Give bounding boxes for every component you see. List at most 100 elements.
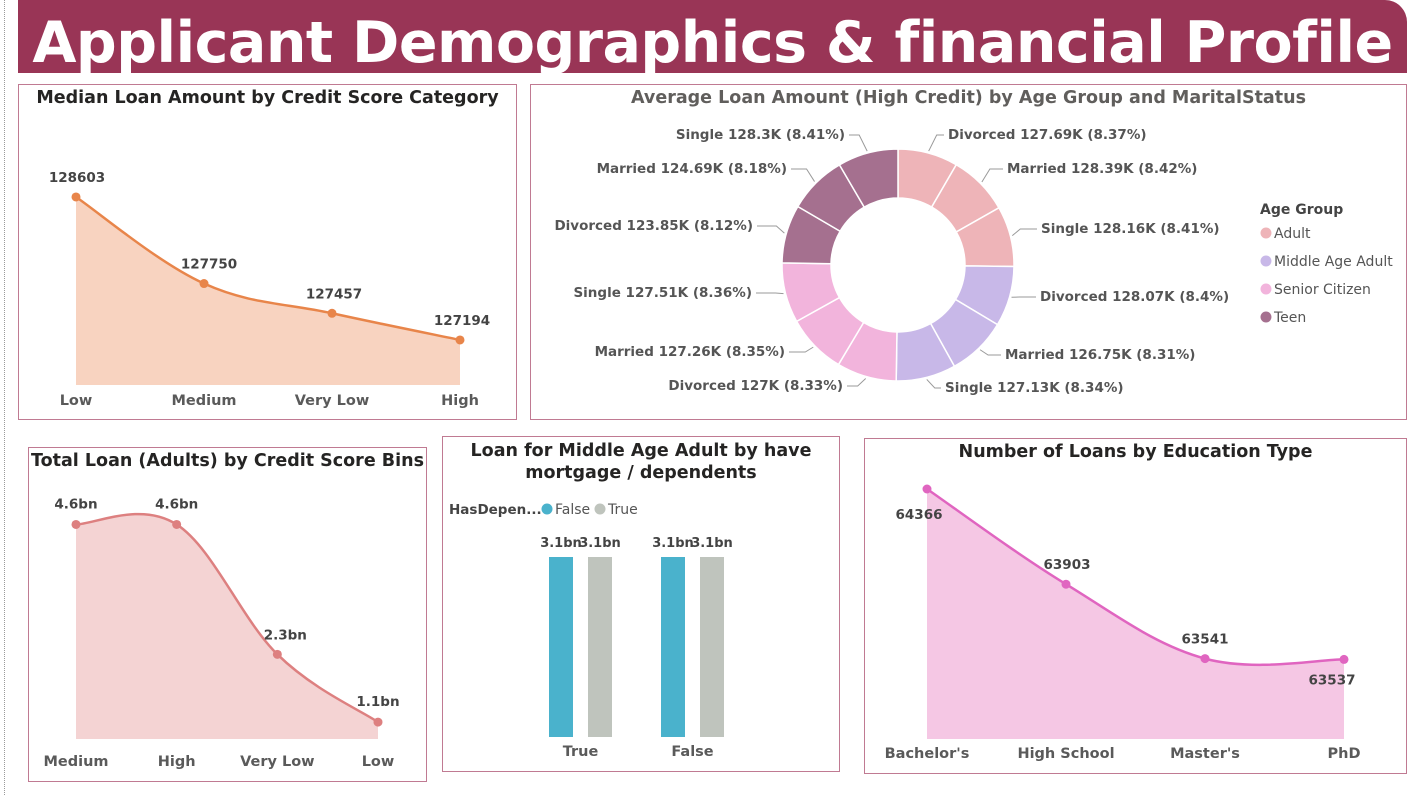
- chart-title: Loan for Middle Age Adult by have mortga…: [470, 441, 812, 483]
- x-tick-label: Low: [362, 754, 395, 770]
- left-dotted-rule: [4, 0, 5, 795]
- data-point: [1200, 654, 1210, 664]
- data-label: 4.6bn: [155, 496, 198, 512]
- leader-line: [847, 378, 867, 387]
- bar: [549, 557, 573, 737]
- slice-label: Single 127.51K (8.36%): [573, 285, 752, 301]
- data-point: [1061, 579, 1071, 589]
- bar: [661, 557, 685, 737]
- page-title-banner: Applicant Demographics & financial Profi…: [18, 0, 1407, 73]
- legend-marker: [1260, 283, 1272, 295]
- chart-title: Total Loan (Adults) by Credit Score Bins: [31, 451, 424, 471]
- legend-label: Adult: [1274, 226, 1311, 242]
- series-line: [75, 195, 461, 342]
- bar-label: 3.1bn: [579, 536, 621, 551]
- data-label: 128603: [49, 170, 105, 186]
- slice-label: Married 127.26K (8.35%): [595, 344, 785, 360]
- legend-title: Age Group: [1260, 202, 1343, 218]
- series-line: [926, 487, 1345, 667]
- bar-label: 3.1bn: [691, 536, 733, 551]
- x-tick-label: Medium: [43, 754, 108, 770]
- slice-label: Divorced 128.07K (8.4%): [1040, 289, 1229, 305]
- bar: [588, 557, 612, 737]
- slice-label: Married 128.39K (8.42%): [1007, 161, 1197, 177]
- legend-marker: [594, 503, 606, 515]
- bar-label: 3.1bn: [652, 536, 694, 551]
- slice-label: Single 128.16K (8.41%): [1041, 221, 1220, 237]
- data-label: 2.3bn: [264, 627, 307, 643]
- data-label: 63541: [1182, 632, 1229, 648]
- legend-marker: [1260, 227, 1272, 239]
- x-tick-label: Master's: [1170, 746, 1240, 762]
- data-label: 1.1bn: [356, 694, 399, 710]
- x-tick-label: PhD: [1328, 746, 1361, 762]
- age-marital-donut-chart: Divorced 127.69K (8.37%) Married 128.39K …: [554, 127, 1393, 396]
- data-point: [922, 484, 932, 494]
- legend-title: HasDepen...: [449, 502, 542, 518]
- leader-line: [981, 168, 1003, 183]
- x-tick-label: High: [441, 393, 479, 409]
- series-area-fill: [76, 514, 378, 739]
- legend-marker: [1260, 255, 1272, 267]
- donut-slice: [838, 148, 899, 209]
- leader-line: [789, 346, 814, 353]
- median-loan-chart-panel: Median Loan Amount by Credit Score Categ…: [18, 84, 517, 420]
- x-tick-label: Low: [60, 393, 93, 409]
- data-point: [172, 519, 182, 529]
- data-point: [373, 717, 383, 727]
- total-loan-area-chart: 4.6bn 4.6bn 2.3bn 1.1bn Medium High Very Low Lo…: [43, 496, 399, 770]
- leader-line: [979, 349, 1001, 356]
- data-label: 127457: [306, 286, 362, 302]
- x-tick-label: Bachelor's: [885, 746, 970, 762]
- data-point: [71, 519, 81, 529]
- leader-line: [791, 168, 815, 182]
- data-point: [327, 308, 337, 318]
- middle-age-bar-chart: HasDepen... False True3.1bn3.1bnTrue3.1bn3…: [449, 502, 733, 760]
- legend-label: True: [607, 502, 638, 518]
- slice-label: Married 124.69K (8.18%): [597, 161, 787, 177]
- leader-line: [756, 292, 784, 295]
- leader-line: [1011, 228, 1037, 237]
- slice-label: Divorced 123.85K (8.12%): [554, 218, 753, 234]
- education-area-chart: 64366 63903 63541 63537 Bachelor's High Schoo…: [885, 484, 1361, 762]
- bar-label: 3.1bn: [540, 536, 582, 551]
- slice-label: Married 126.75K (8.31%): [1005, 347, 1195, 363]
- legend-marker: [1260, 311, 1272, 323]
- data-label: 127750: [181, 257, 237, 273]
- x-tick-label: True: [563, 744, 599, 760]
- legend-label: Senior Citizen: [1274, 282, 1371, 298]
- data-label: 63903: [1044, 557, 1091, 573]
- legend-label: Teen: [1273, 310, 1306, 326]
- donut-chart-panel: Average Loan Amount (High Credit) by Age…: [530, 84, 1407, 420]
- bar: [700, 557, 724, 737]
- legend-marker: [541, 503, 553, 515]
- data-point: [71, 192, 81, 202]
- series-area-fill: [927, 489, 1344, 739]
- x-tick-label: High School: [1017, 746, 1114, 762]
- series-area-fill: [76, 196, 460, 385]
- leader-line: [928, 134, 944, 152]
- data-label: 63537: [1309, 672, 1356, 688]
- x-tick-label: Very Low: [295, 393, 370, 409]
- data-point: [455, 335, 465, 345]
- data-label: 4.6bn: [54, 496, 97, 512]
- series-line: [75, 512, 379, 724]
- middle-age-bar-panel: Loan for Middle Age Adult by have mortga…: [442, 436, 840, 772]
- x-tick-label: Very Low: [240, 754, 315, 770]
- slice-label: Divorced 127K (8.33%): [668, 378, 843, 394]
- data-label: 127194: [434, 313, 490, 329]
- data-point: [272, 649, 282, 659]
- leader-line: [926, 379, 941, 389]
- chart-title: Number of Loans by Education Type: [958, 442, 1313, 462]
- leader-line: [849, 134, 868, 152]
- education-loans-panel: Number of Loans by Education Type 64366 6…: [864, 438, 1407, 774]
- chart-title: Average Loan Amount (High Credit) by Age…: [631, 88, 1306, 108]
- slice-label: Single 128.3K (8.41%): [676, 127, 845, 143]
- total-loan-adults-panel: Total Loan (Adults) by Credit Score Bins…: [28, 447, 427, 782]
- slice-label: Single 127.13K (8.34%): [945, 380, 1124, 396]
- leader-line: [757, 225, 785, 234]
- x-tick-label: False: [671, 744, 713, 760]
- legend-label: Middle Age Adult: [1274, 254, 1393, 270]
- data-point: [199, 279, 209, 289]
- data-point: [1339, 654, 1349, 664]
